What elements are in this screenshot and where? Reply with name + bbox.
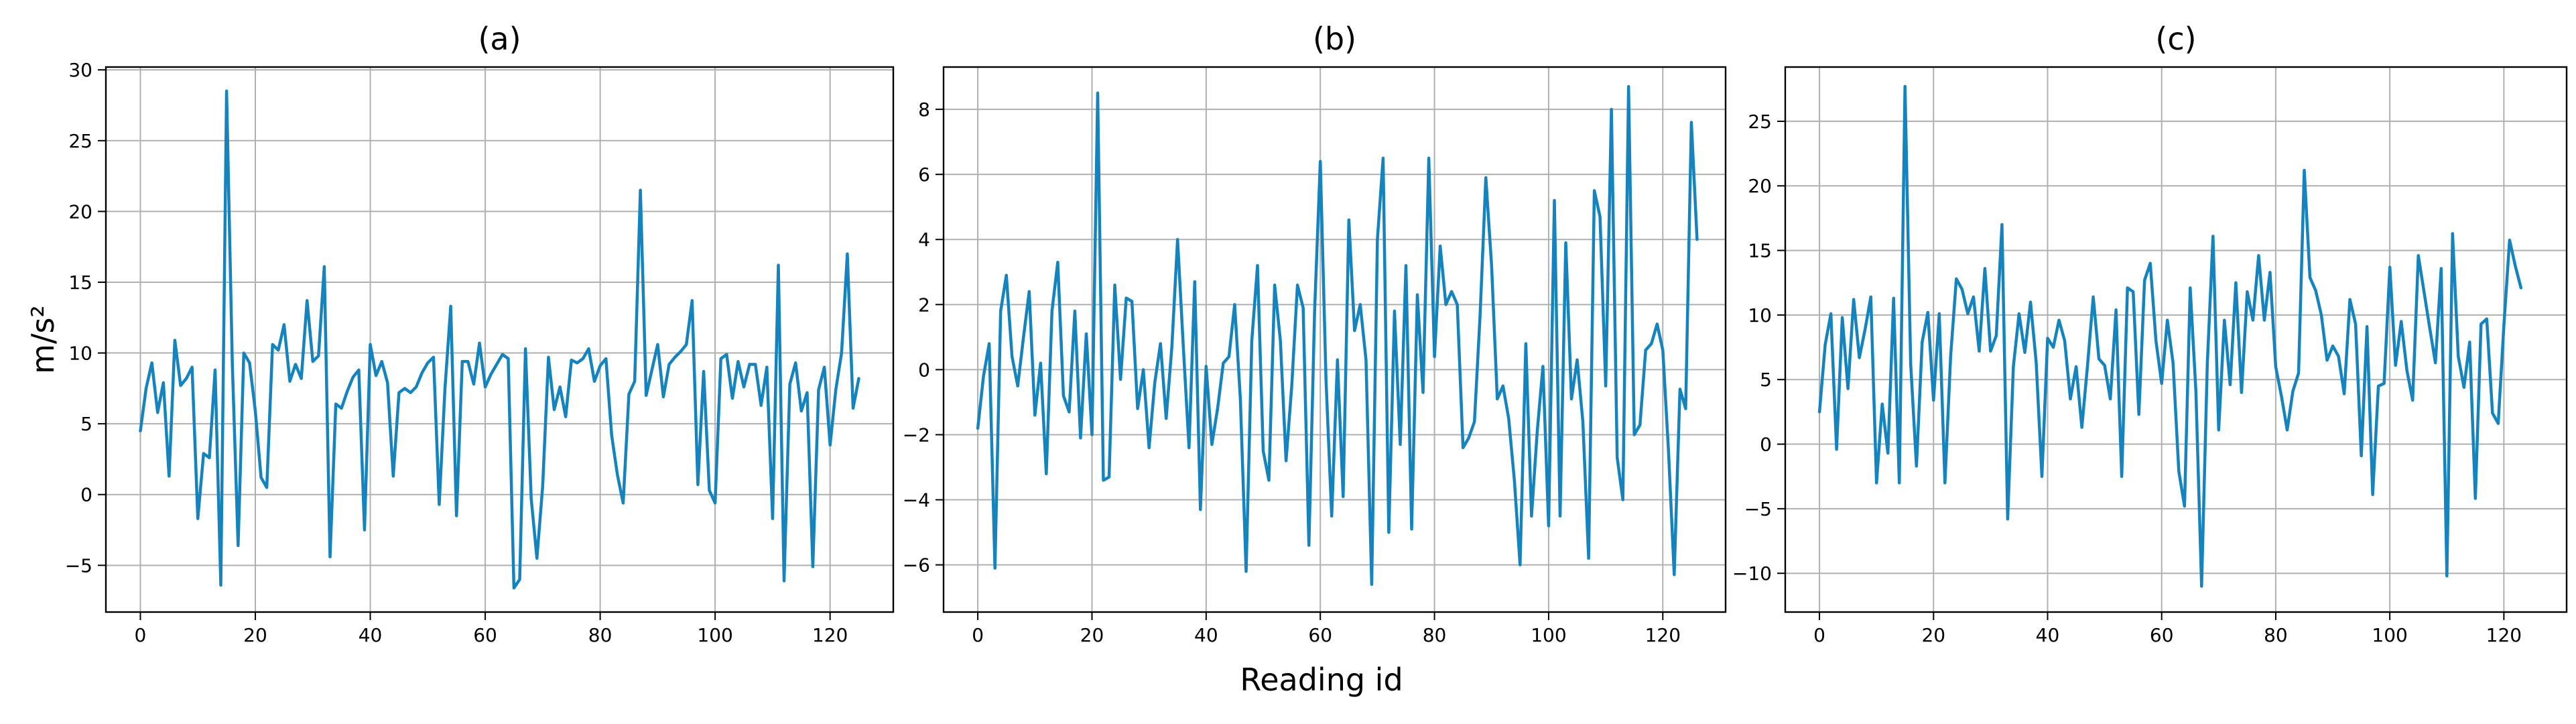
x-tick-label: 120 [2486, 624, 2522, 646]
x-tick-label: 0 [1813, 624, 1825, 646]
y-tick-label: 20 [1748, 175, 1772, 197]
x-tick-label: 20 [1921, 624, 1945, 646]
x-tick-label: 40 [1194, 624, 1218, 646]
x-tick-label: 100 [1531, 624, 1566, 646]
x-tick-label: 80 [2264, 624, 2288, 646]
y-tick-label: 0 [1760, 434, 1772, 456]
y-tick-label: 25 [1748, 111, 1772, 133]
y-tick-label: 4 [918, 229, 930, 251]
y-tick-label: 5 [80, 413, 92, 435]
y-tick-label: 0 [80, 484, 92, 506]
x-tick-label: 0 [135, 624, 147, 646]
series-line [976, 84, 1699, 586]
y-tick-label: 30 [68, 59, 92, 81]
x-tick-label: 120 [812, 624, 848, 646]
x-tick-label: 60 [473, 624, 497, 646]
y-tick-label: 25 [68, 130, 92, 152]
panel-a: 0 20 40 60 80 100 120 −5 0 5 10 15 20 25 30 (a) m/s² [25, 21, 895, 646]
figure-xlabel: Reading id [1240, 662, 1403, 698]
x-tick-label: 60 [2150, 624, 2174, 646]
y-tick-label: 10 [68, 343, 92, 365]
y-tick-label: 2 [918, 294, 930, 316]
panel-c: 0 20 40 60 80 100 120 −10 −5 0 5 10 15 20 25 (c) [1732, 21, 2568, 646]
x-tick-label: 80 [1423, 624, 1447, 646]
plot-frame [105, 66, 895, 613]
panel-title: (b) [1313, 21, 1356, 57]
panel-title: (a) [478, 21, 521, 57]
y-tick-label: −5 [65, 554, 92, 577]
x-tick-label: 20 [243, 624, 267, 646]
gridlines [1785, 67, 2567, 612]
y-tick-label: 15 [68, 272, 92, 294]
y-tick-label: −4 [903, 489, 930, 511]
y-tick-label: 15 [1748, 240, 1772, 262]
plot-frame [1784, 66, 2568, 613]
y-axis-label: m/s² [25, 305, 61, 374]
x-tick-label: 100 [2372, 624, 2407, 646]
gridlines [106, 67, 893, 612]
x-tick-label: 80 [588, 624, 613, 646]
y-tick-label: 6 [918, 164, 930, 186]
y-tick-label: −2 [903, 424, 930, 446]
panel-b: 0 20 40 60 80 100 120 −6 −4 −2 0 2 4 6 8 (b) [903, 21, 1727, 646]
y-tick-label: 10 [1748, 304, 1772, 326]
x-tick-label: 20 [1080, 624, 1104, 646]
x-tick-label: 100 [697, 624, 732, 646]
x-tick-label: 120 [1645, 624, 1681, 646]
y-tick-label: 5 [1760, 369, 1772, 391]
y-tick-label: −10 [1732, 562, 1772, 585]
y-tick-label: 8 [918, 99, 930, 121]
panel-title: (c) [2155, 21, 2196, 57]
y-tick-label: 0 [918, 359, 930, 381]
y-tick-label: 20 [68, 200, 92, 223]
x-tick-label: 40 [2036, 624, 2060, 646]
x-tick-label: 60 [1308, 624, 1332, 646]
x-tick-label: 0 [972, 624, 984, 646]
x-tick-label: 40 [359, 624, 383, 646]
y-tick-label: −6 [903, 554, 930, 577]
series-line [1817, 84, 2523, 588]
y-tick-label: −5 [1744, 498, 1772, 520]
plot-frame [942, 66, 1727, 613]
series-line [139, 89, 860, 590]
